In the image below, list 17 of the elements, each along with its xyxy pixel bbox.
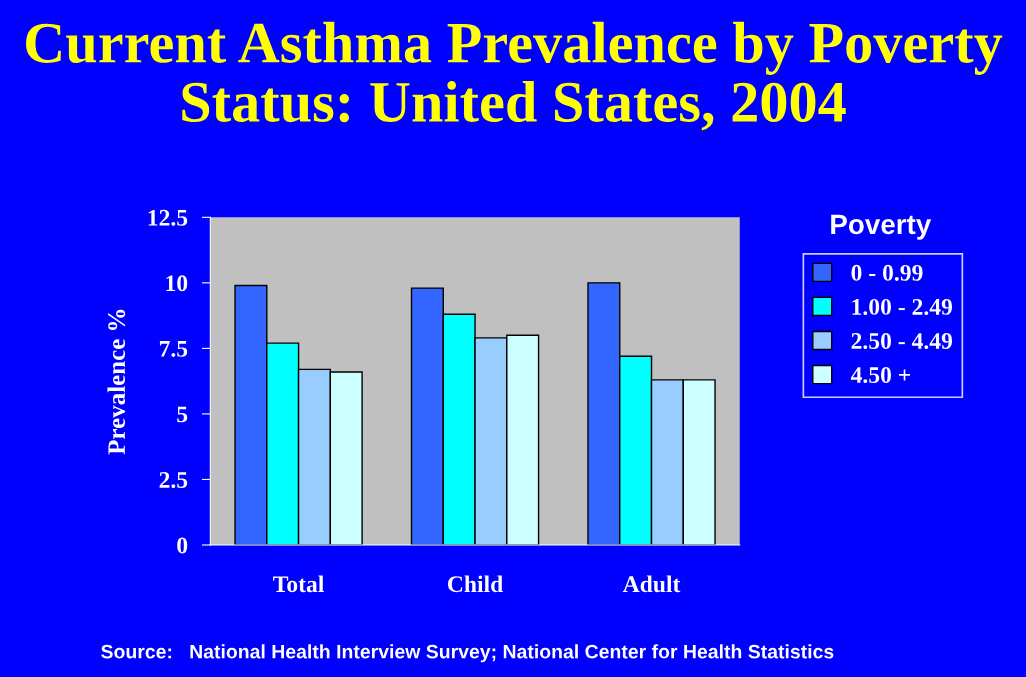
y-tick-label: 10 (166, 275, 188, 292)
legend-label: 4.50 + (850, 367, 911, 384)
y-tick-label: 7.5 (159, 341, 188, 357)
x-tick-label: Adult (622, 575, 681, 593)
y-tick-label: 5 (177, 406, 188, 423)
legend-title: Poverty (831, 214, 932, 240)
x-tick-label: Child (447, 575, 503, 593)
y-tick-label: 2.5 (159, 472, 188, 488)
y-tick-label: 0 (177, 537, 188, 554)
chart-title: Current Asthma Prevalence by Poverty Status: United States, 2004 (26, 21, 1003, 131)
legend-label: 1.00 - 2.49 (852, 298, 953, 315)
y-axis-title: Prevalence % (107, 309, 126, 455)
source-note: Source: National Health Interview Survey; National Center for Health Statistics (101, 644, 834, 663)
legend-label: 2.50 - 4.49 (851, 332, 953, 350)
legend-label: 0 - 0.99 (851, 264, 923, 281)
y-tick-label: 12.5 (148, 209, 188, 226)
x-tick-label: Total (273, 575, 324, 593)
